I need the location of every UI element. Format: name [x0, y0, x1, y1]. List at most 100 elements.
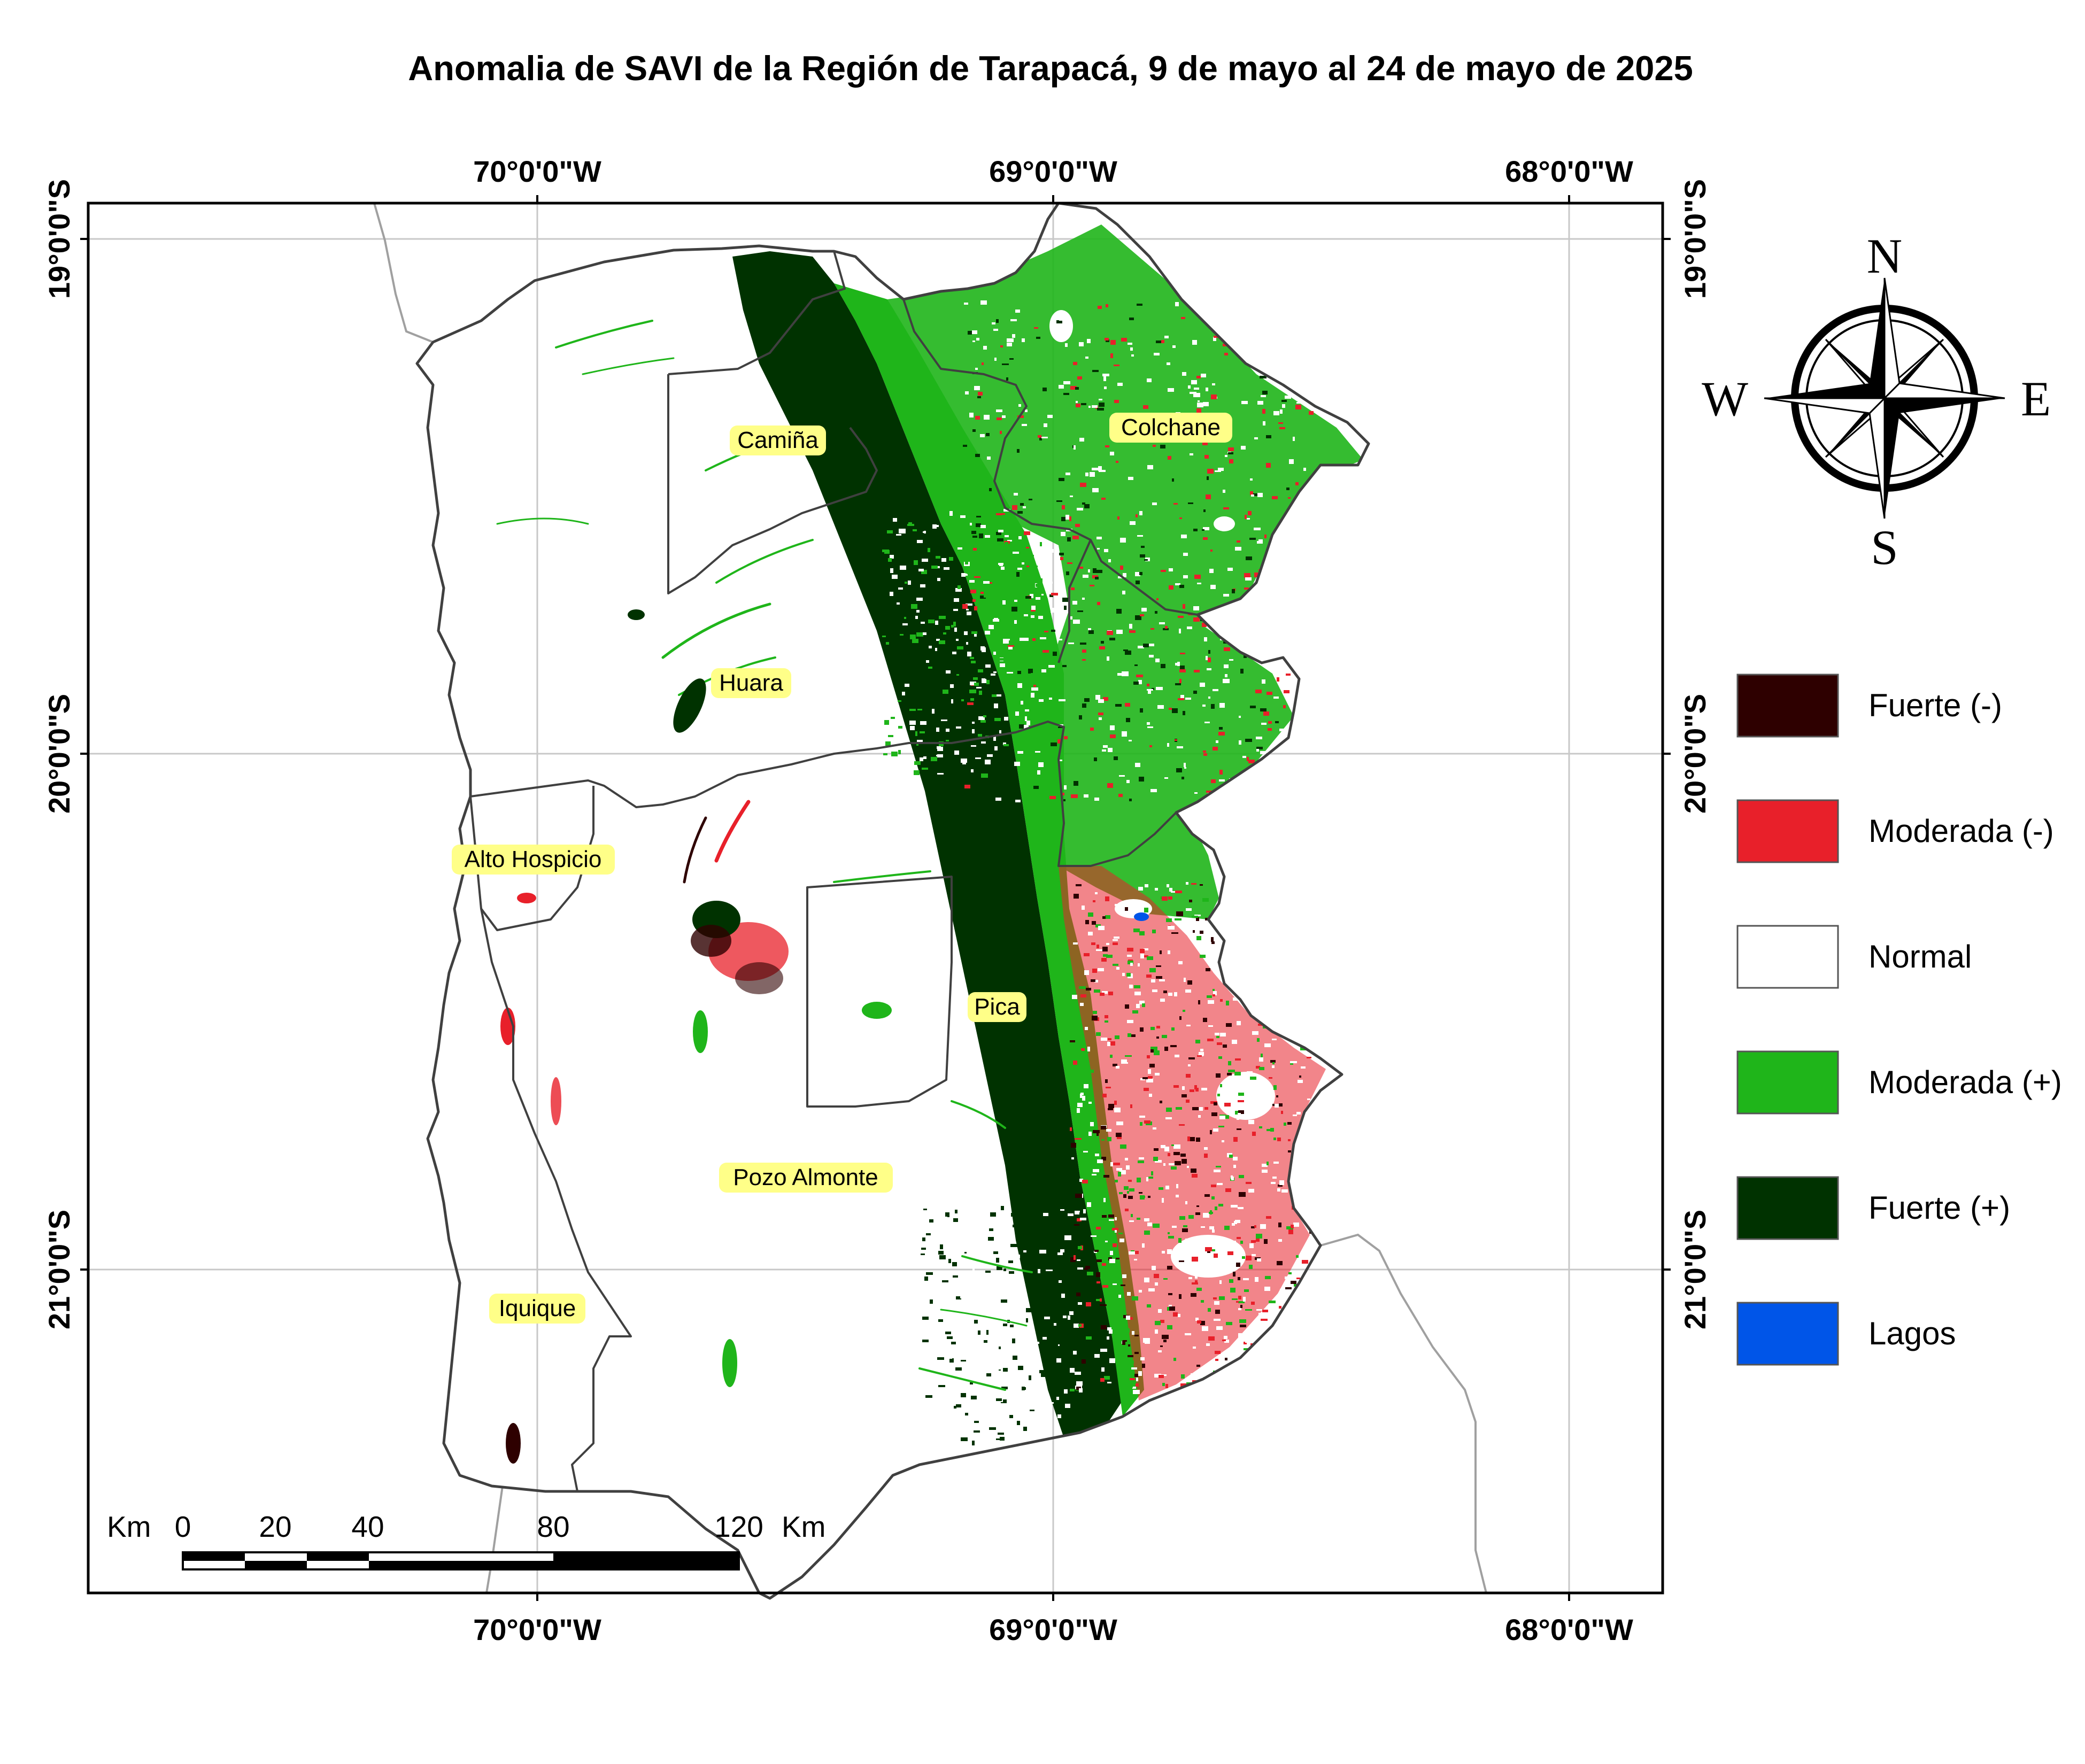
raster-speckle — [1020, 638, 1025, 641]
raster-speckle — [1106, 339, 1109, 342]
raster-speckle — [972, 1441, 975, 1445]
raster-speckle — [1033, 685, 1036, 687]
raster-speckle — [1038, 762, 1044, 767]
raster-speckle — [1075, 1211, 1079, 1214]
raster-speckle — [1134, 1259, 1137, 1260]
raster-speckle — [974, 1320, 978, 1324]
raster-speckle — [1245, 577, 1252, 581]
place-name: Pozo Almonte — [733, 1164, 878, 1190]
raster-speckle — [1179, 679, 1182, 683]
raster-speckle — [898, 587, 903, 590]
raster-speckle — [1179, 1124, 1185, 1126]
raster-speckle — [1208, 1261, 1211, 1265]
raster-speckle — [961, 1393, 966, 1397]
raster-speckle — [1179, 1216, 1185, 1220]
raster-speckle — [920, 584, 925, 587]
raster-speckle — [1273, 697, 1279, 699]
raster-speckle — [1263, 708, 1267, 711]
raster-speckle — [1224, 1340, 1229, 1343]
raster-speckle — [1031, 609, 1036, 612]
raster-speckle — [1139, 1157, 1144, 1159]
raster-speckle — [1104, 386, 1107, 389]
raster-speckle — [1254, 572, 1261, 577]
raster-speckle — [1252, 1254, 1256, 1256]
raster-speckle — [1102, 1094, 1107, 1097]
raster-speckle — [1210, 550, 1213, 552]
raster-speckle — [1165, 626, 1168, 629]
raster-speckle — [1079, 438, 1084, 442]
neighbor-boundary — [485, 1486, 504, 1593]
raster-speckle — [990, 1212, 996, 1217]
raster-speckle — [1059, 699, 1065, 701]
raster-speckle — [890, 592, 893, 596]
raster-speckle — [1140, 554, 1145, 558]
raster-speckle — [1127, 948, 1133, 951]
raster-speckle — [1231, 1205, 1238, 1208]
raster-speckle — [1233, 1165, 1236, 1168]
raster-speckle — [1057, 1252, 1063, 1255]
raster-speckle — [1149, 655, 1154, 657]
raster-speckle — [1141, 546, 1145, 548]
label-background — [968, 992, 1026, 1022]
commune-boundary-pica — [806, 876, 953, 1108]
raster-speckle — [952, 1262, 957, 1266]
raster-speckle — [1101, 1325, 1107, 1329]
raster-speckle — [1114, 937, 1119, 939]
raster-speckle — [1237, 1128, 1241, 1130]
raster-speckle — [1162, 1251, 1165, 1254]
raster-speckle — [1071, 1157, 1074, 1159]
raster-speckle — [1080, 1003, 1084, 1006]
raster-speckle — [1238, 1277, 1240, 1280]
raster-speckle — [1005, 535, 1009, 537]
raster-speckle — [1042, 1337, 1047, 1340]
raster-speckle — [1153, 1224, 1160, 1228]
raster-speckle — [1064, 1235, 1071, 1240]
raster-speckle — [1238, 1110, 1244, 1114]
raster-speckle — [970, 698, 974, 701]
raster-speckle — [1261, 723, 1267, 725]
raster-speckle — [1001, 1399, 1007, 1403]
raster-speckle — [1195, 1088, 1199, 1092]
raster-speckle — [1088, 569, 1090, 572]
raster-speckle — [1247, 1071, 1253, 1076]
raster-speckle — [1211, 941, 1215, 944]
raster-speckle — [1010, 319, 1017, 321]
raster-speckle — [978, 1330, 980, 1335]
raster-speckle — [925, 1395, 932, 1398]
raster-speckle — [1061, 517, 1065, 521]
raster-speckle — [1293, 1115, 1297, 1116]
raster-speckle — [988, 1237, 994, 1241]
raster-speckle — [909, 721, 916, 725]
raster-speckle — [1215, 1351, 1221, 1354]
raster-speckle — [1113, 942, 1118, 945]
raster-speckle — [1076, 1381, 1083, 1386]
raster-speckle — [1096, 1299, 1101, 1301]
raster-speckle — [1082, 1096, 1085, 1101]
raster-speckle — [976, 516, 981, 517]
raster-speckle — [1213, 994, 1215, 996]
raster-speckle — [1007, 343, 1012, 346]
raster-speckle — [1030, 594, 1033, 598]
raster-speckle — [884, 720, 889, 725]
raster-speckle — [955, 588, 962, 592]
raster-speckle — [963, 609, 966, 613]
raster-speckle — [1007, 672, 1013, 674]
raster-speckle — [1252, 1132, 1256, 1136]
raster-speckle — [1142, 1003, 1145, 1007]
raster-speckle — [1083, 575, 1088, 578]
raster-speckle — [1180, 1154, 1186, 1157]
raster-speckle — [1117, 673, 1123, 676]
raster-speckle — [1196, 917, 1199, 921]
lon-label-bottom: 70°0'0"W — [473, 1613, 601, 1646]
vegetation-patch — [673, 678, 706, 733]
raster-speckle — [972, 1266, 975, 1271]
raster-speckle — [1043, 1213, 1048, 1216]
raster-speckle — [971, 562, 976, 567]
raster-speckle — [1096, 1032, 1101, 1036]
raster-speckle — [1104, 549, 1108, 552]
raster-speckle — [1051, 1204, 1053, 1206]
raster-speckle — [1167, 362, 1170, 365]
place-label-pozo-almonte: Pozo Almonte — [719, 1163, 893, 1193]
raster-speckle — [1238, 1308, 1241, 1310]
negative-patch — [735, 962, 783, 994]
